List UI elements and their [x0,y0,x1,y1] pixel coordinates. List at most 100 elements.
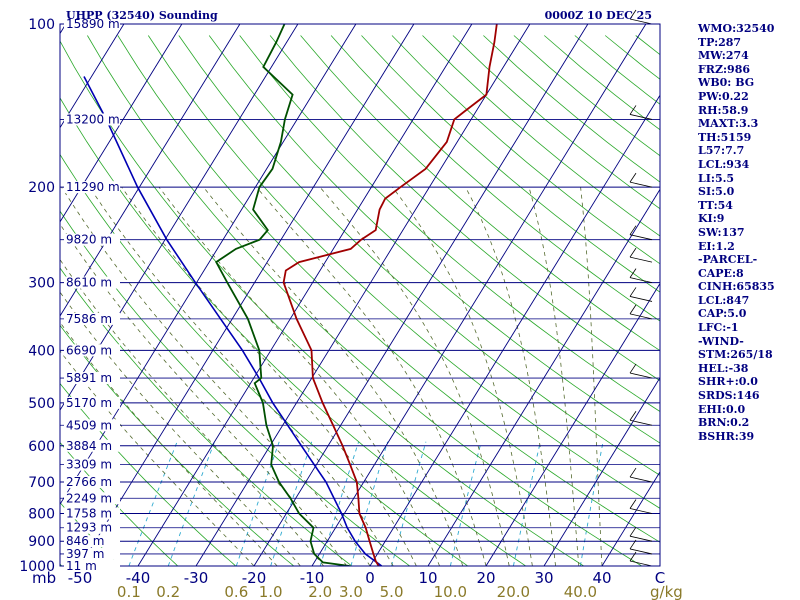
height-label-bg [64,396,120,409]
wind-barb [629,18,653,25]
moist-adiabat [89,186,394,566]
height-label: 2249 m [66,491,112,505]
height-label: 6690 m [66,343,112,357]
height-label: 4509 m [66,418,112,432]
index-item: EHI:0.0 [698,402,746,416]
wind-barb-flag [629,499,637,509]
dry-adiabat [60,324,295,566]
wind-barb-flag [629,105,637,115]
parcel-trace-line [83,76,383,566]
wind-barb [629,372,653,379]
pressure-label: 300 [28,276,55,292]
mixing-ratio-line [512,441,541,566]
index-item: L57:7.7 [698,144,745,158]
wind-barb [629,560,653,567]
wind-barb [629,256,653,263]
height-label-bg [64,312,120,325]
mixing-ratio-line [350,441,389,566]
wind-barb-flag [629,526,637,537]
mixing-ratio-label: 0.1 [117,583,141,600]
index-item: CAPE:8 [698,266,744,280]
dry-adiabat [60,382,237,566]
dry-adiabat [300,35,660,352]
height-label-bg [64,458,120,471]
wind-barb-flag [629,467,637,478]
mixing-ratio-line [270,441,313,566]
index-item: SHR+:0.0 [698,375,758,389]
dry-adiabat [239,35,660,412]
pressure-label: 800 [28,506,55,522]
pressure-label: 700 [28,475,55,491]
height-label-bg [64,476,120,489]
wind-barb-flag [629,551,637,562]
height-label: 5891 m [66,371,112,385]
wind-barb [629,419,653,426]
temperature-tick-label: 30 [534,569,553,587]
moist-adiabat [60,291,301,566]
height-label-bg [64,492,120,505]
height-label: 1758 m [66,506,112,520]
index-item: RH:58.9 [698,103,749,117]
stability-indices-panel: WMO:32540 TP:287 MW:274 FRZ:986 WB0: BG PW:0.… [698,22,775,443]
height-label-bg [64,18,120,30]
isotherm [427,188,660,566]
wind-barb-flag [629,247,637,258]
index-item: LCL:847 [698,293,750,307]
dry-adiabat [330,35,660,322]
moist-adiabat [121,186,417,566]
wind-barb-flag [629,287,637,297]
temperature-tick-label: 0 [365,569,375,587]
dry-adiabat [391,35,660,265]
isotherm [369,94,660,566]
index-item: LFC:-1 [698,321,739,335]
mixing-ratio-label: 0.2 [156,583,180,600]
wind-barb-flag [629,9,637,20]
height-label-bg [64,521,120,534]
height-label: 1293 m [66,521,112,535]
isotherm [60,24,183,223]
wind-barb-flag [629,172,637,183]
isotherm [0,24,8,566]
isotherm [311,24,647,566]
temperature-tick-label: -40 [126,569,151,587]
dry-adiabat [60,210,411,566]
height-label-bg [64,344,120,357]
mixing-ratio-label: 5.0 [380,583,404,600]
height-label: 11290 m [66,180,120,194]
isotherm [601,470,660,566]
wind-barb [629,508,653,514]
pressure-label: 1000 [19,559,55,575]
wind-barb-flag [629,225,637,235]
temperature-line [282,24,498,566]
mixing-ratio-label: 1.0 [259,583,283,600]
dry-adiabat [60,153,469,566]
temperature-tick-label: -10 [300,569,325,587]
dry-adiabat [147,35,660,509]
wind-barb-flag [629,268,637,278]
pressure-label: 200 [28,180,55,196]
index-item: TP:287 [698,35,742,49]
height-label: 15890 m [66,17,120,31]
mixing-ratio-line [167,441,215,566]
pressure-label: 100 [28,17,55,33]
isotherm [60,24,299,412]
index-item: TH:5159 [698,130,752,144]
wind-barb [629,277,653,283]
dry-adiabat [117,35,660,543]
height-label: 11 m [66,559,97,573]
temperature-tick-label: -30 [184,569,209,587]
height-label: 9820 m [66,233,112,247]
height-label: 8610 m [66,276,112,290]
index-item: WMO:32540 [698,22,775,35]
height-label-bg [64,276,120,289]
temperature-tick-label: -20 [242,569,267,587]
mixing-ratio-line [128,441,178,566]
height-label-bg [64,439,120,452]
index-item: CAP:5.0 [698,307,747,321]
moist-adiabat [158,186,440,566]
wind-barb [629,181,653,188]
wind-barb [629,313,653,320]
isotherm [79,24,415,566]
index-item: EI:1.2 [698,239,735,253]
isotherm [60,24,357,506]
